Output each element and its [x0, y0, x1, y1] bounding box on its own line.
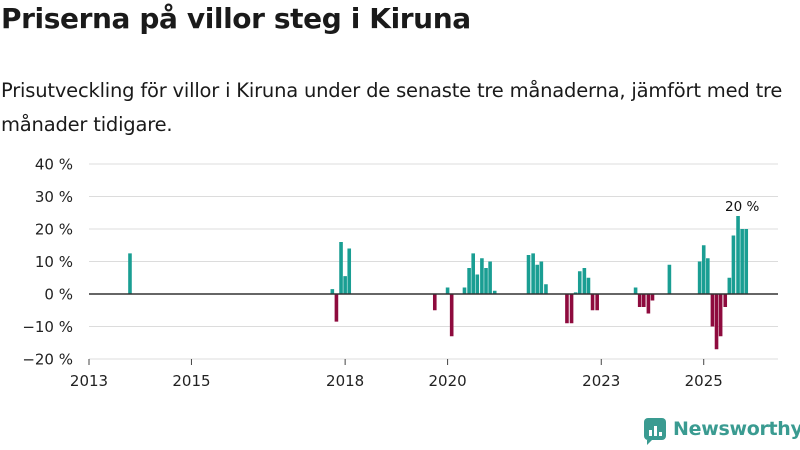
bar: [710, 294, 715, 327]
bar: [582, 268, 587, 294]
x-tick-label: 2013: [70, 372, 108, 390]
bar: [637, 294, 642, 307]
y-tick-label: 0 %: [44, 286, 73, 304]
bar: [590, 294, 595, 311]
bar: [706, 258, 710, 294]
bar: [475, 274, 480, 294]
bar: [480, 258, 484, 294]
bar: [484, 268, 488, 294]
bar: [573, 292, 578, 294]
bar: [727, 277, 732, 294]
bar: [633, 287, 638, 294]
chart-subtitle: Prisutveckling för villor i Kiruna under…: [1, 79, 783, 136]
y-tick-label: −20 %: [22, 351, 73, 369]
x-tick-label: 2015: [172, 372, 210, 390]
chart-title: Priserna på villor steg i Kiruna: [1, 2, 471, 35]
bar: [128, 253, 132, 294]
bar: [531, 253, 535, 294]
bar: [330, 289, 335, 294]
bar: [740, 229, 744, 294]
y-tick-label: −10 %: [22, 318, 73, 336]
bar: [539, 261, 544, 294]
x-tick-label: 2023: [582, 372, 620, 390]
bar: [467, 268, 471, 294]
value-annotation: 20 %: [725, 199, 759, 215]
bar: [343, 276, 347, 294]
bar: [697, 261, 702, 294]
bar: [736, 216, 740, 294]
bar: [714, 294, 719, 350]
bar-chart-icon: [644, 418, 666, 445]
bar: [646, 294, 651, 314]
bar: [488, 261, 492, 294]
bar: [449, 294, 454, 337]
bar: [723, 294, 728, 307]
y-tick-label: 20 %: [35, 221, 73, 239]
bar: [535, 264, 540, 294]
bar: [595, 294, 599, 311]
bar: [492, 290, 497, 294]
bar: [701, 245, 706, 294]
bar: [347, 248, 352, 294]
bar: [462, 287, 467, 294]
bar: [650, 294, 655, 301]
y-tick-label: 30 %: [35, 188, 73, 206]
x-tick-label: 2025: [685, 372, 723, 390]
gridlines: [89, 163, 778, 360]
bar: [586, 277, 591, 294]
y-axis-labels: 40 % 30 % 20 % 10 % 0 % −10 % −20 %: [22, 156, 73, 369]
bar: [471, 253, 476, 294]
bar: [577, 271, 582, 294]
newsworthy-logo: Newsworthy: [644, 418, 800, 445]
x-tick-label: 2018: [326, 372, 364, 390]
x-tick-label: 2020: [428, 372, 466, 390]
bar: [526, 255, 531, 294]
bar: [744, 229, 749, 294]
bar: [731, 235, 736, 294]
bar: [334, 294, 339, 322]
y-tick-label: 10 %: [35, 253, 73, 271]
bar: [544, 284, 548, 294]
bar: [718, 294, 723, 337]
bars: [128, 216, 749, 350]
bar: [667, 264, 672, 294]
bar: [565, 294, 569, 324]
bar: [339, 242, 343, 294]
bar: [641, 294, 646, 307]
y-tick-label: 40 %: [35, 156, 73, 174]
bar: [432, 294, 437, 311]
x-axis-labels: 2013 2015 2018 2020 2023 2025: [70, 359, 723, 390]
bar: [569, 294, 574, 324]
bar: [445, 287, 450, 294]
brand-name: Newsworthy: [673, 418, 800, 440]
